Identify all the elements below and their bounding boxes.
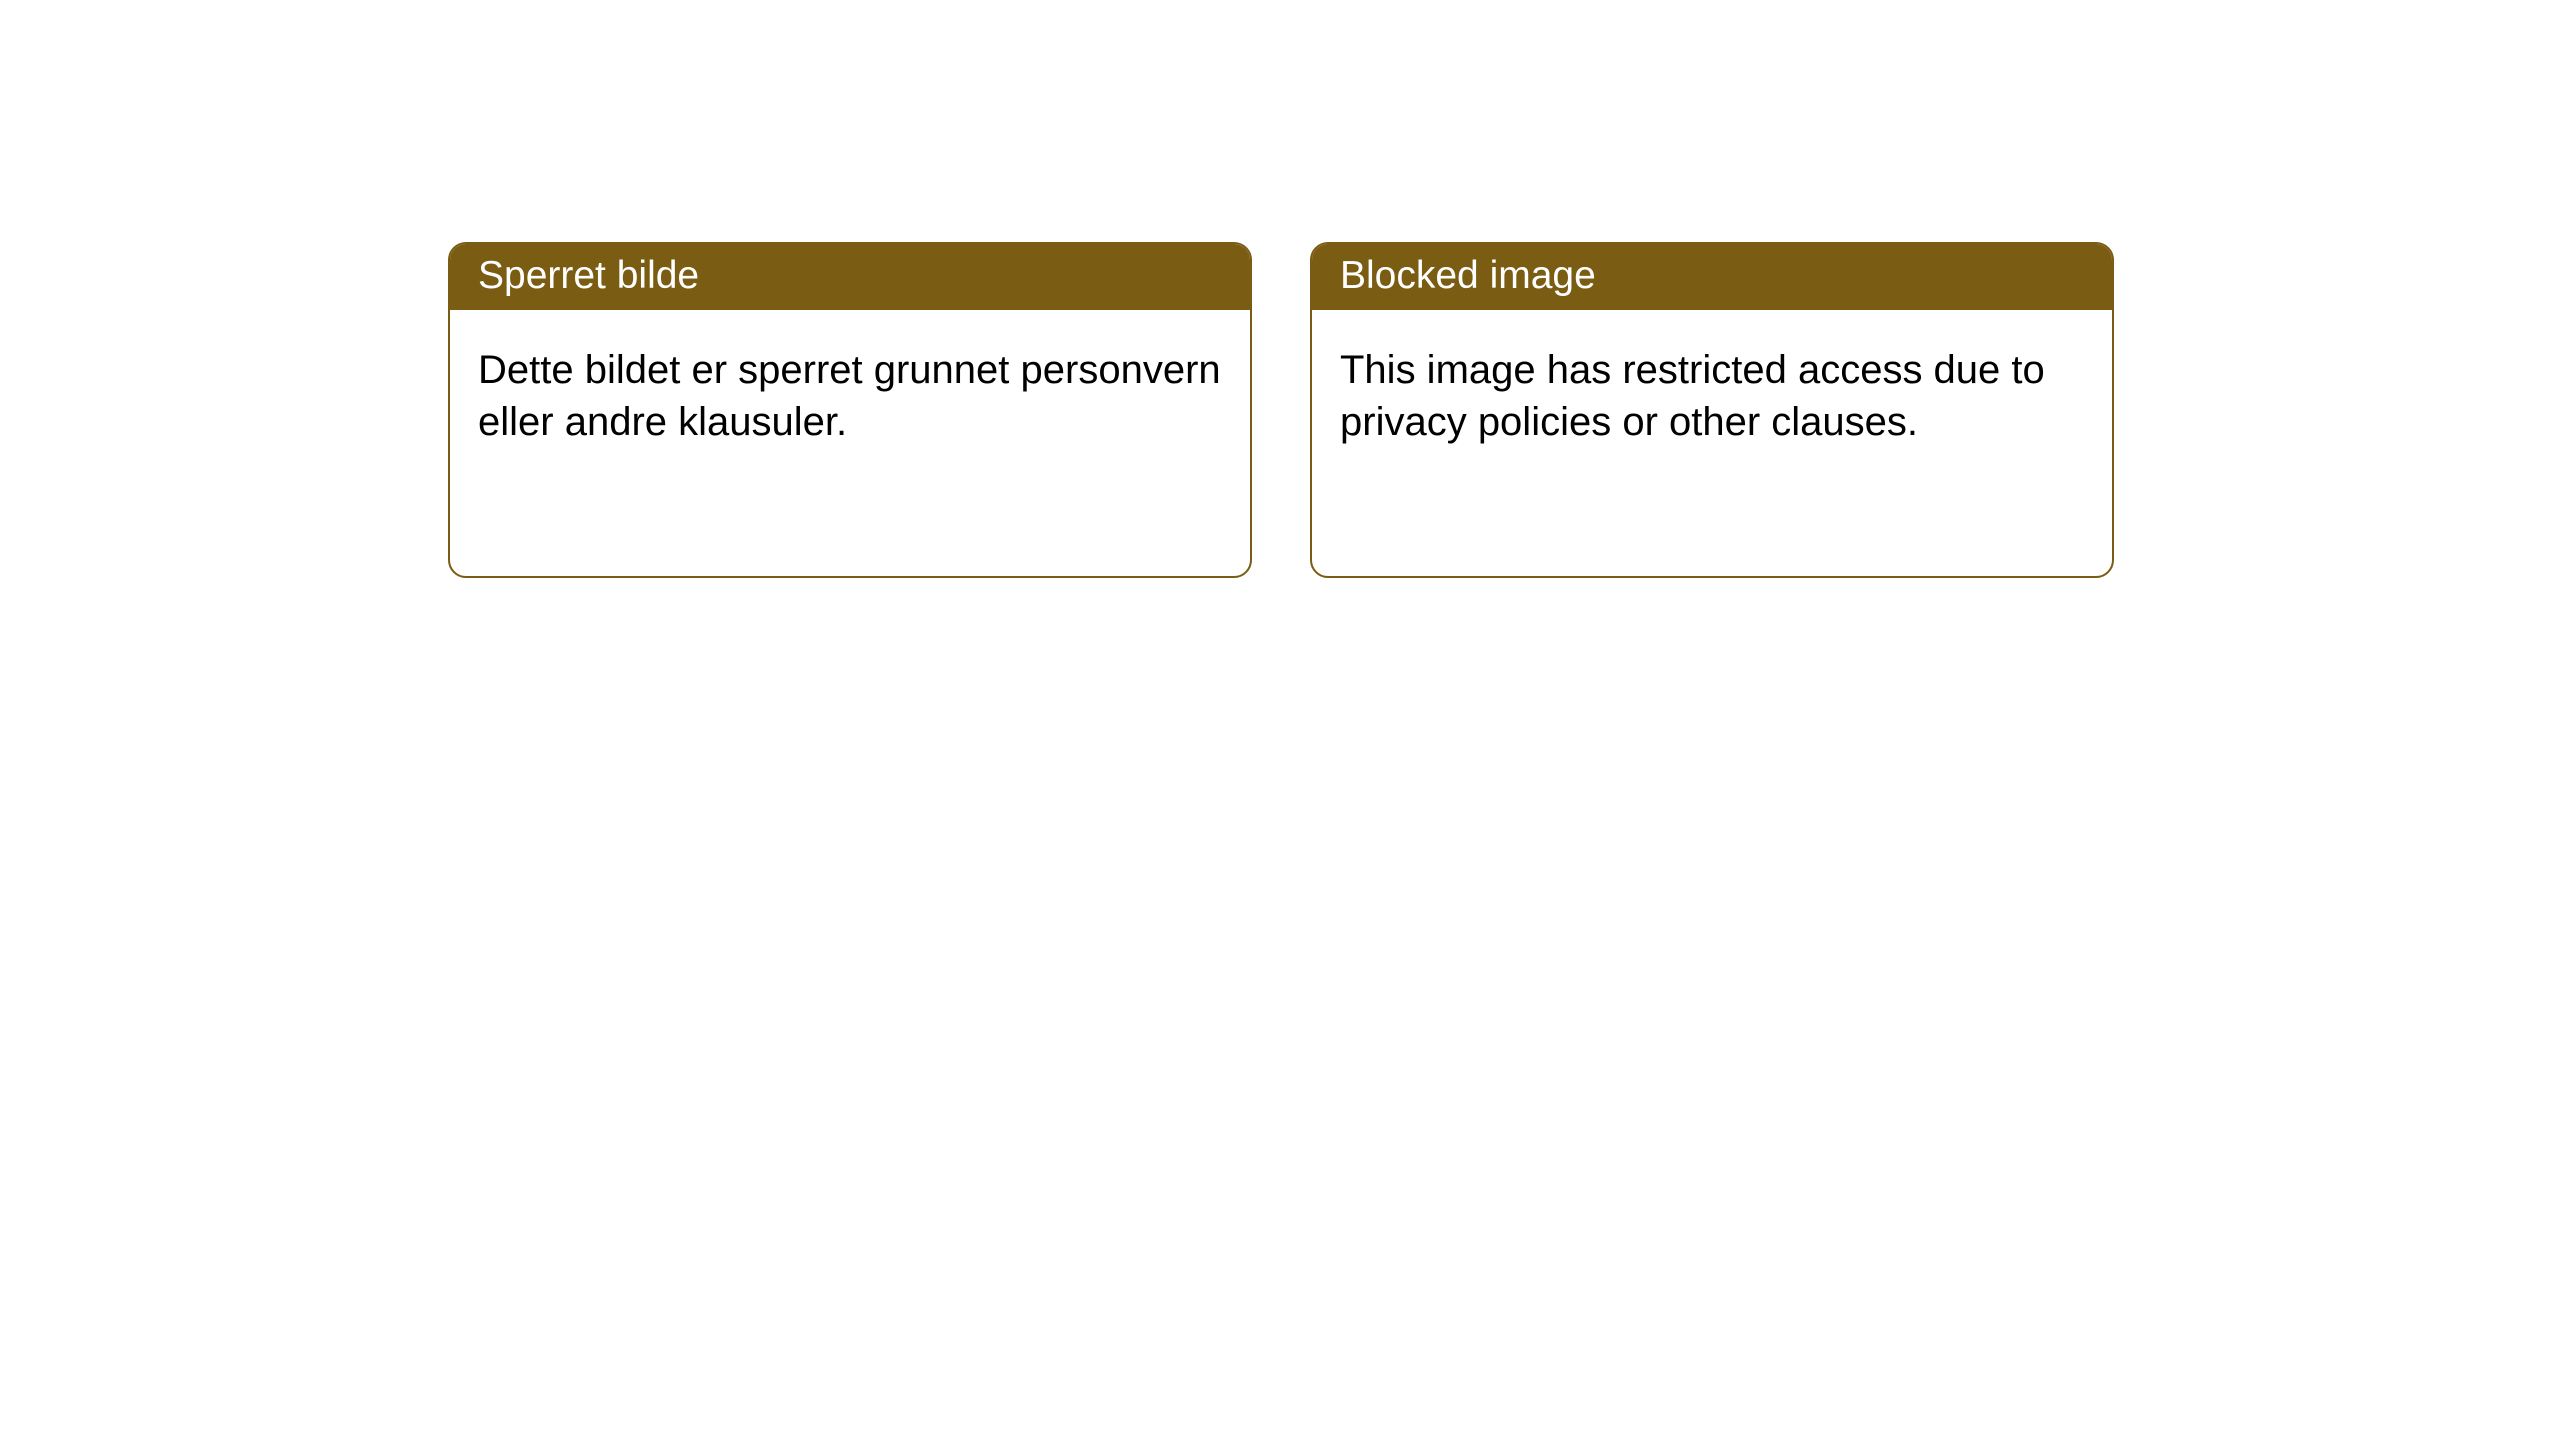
card-header: Blocked image (1312, 244, 2112, 310)
blocked-image-card-norwegian: Sperret bilde Dette bildet er sperret gr… (448, 242, 1252, 578)
card-body: This image has restricted access due to … (1312, 310, 2112, 476)
card-header: Sperret bilde (450, 244, 1250, 310)
card-body: Dette bildet er sperret grunnet personve… (450, 310, 1250, 476)
blocked-image-notice-container: Sperret bilde Dette bildet er sperret gr… (448, 242, 2114, 578)
blocked-image-card-english: Blocked image This image has restricted … (1310, 242, 2114, 578)
